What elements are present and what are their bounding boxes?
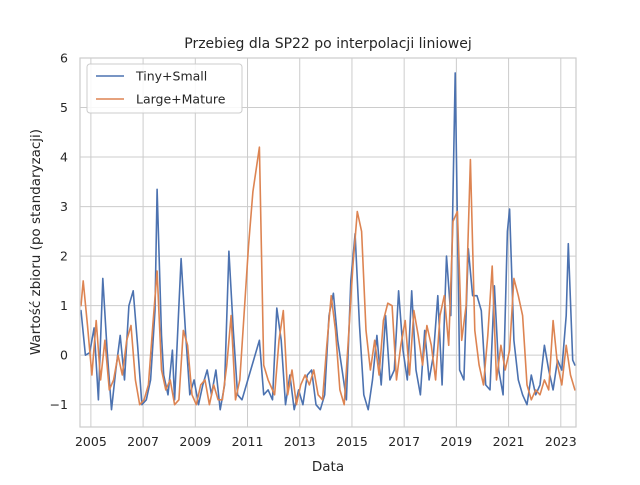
- legend: Tiny+Small Large+Mature: [86, 63, 243, 114]
- x-axis-ticks: 2005 2007 2009 2011 2013 2015 2017 2019 2021 2023: [75, 434, 577, 449]
- x-axis-label: Data: [312, 459, 344, 475]
- x-tick-label: 2021: [493, 434, 525, 449]
- x-tick-label: 2011: [232, 434, 264, 449]
- y-tick-label: 5: [60, 100, 68, 115]
- x-tick-label: 2015: [336, 434, 368, 449]
- series-lines: [80, 72, 576, 411]
- series-line-large-mature: [80, 146, 576, 406]
- x-tick-label: 2007: [127, 434, 159, 449]
- y-tick-label: 6: [60, 51, 68, 66]
- y-tick-label: 4: [60, 150, 68, 165]
- y-axis-label: Wartość zbioru (po standaryzacji): [28, 129, 44, 355]
- y-tick-label: 0: [60, 348, 68, 363]
- x-tick-label: 2019: [440, 434, 472, 449]
- y-tick-label: 3: [60, 199, 68, 214]
- x-tick-label: 2023: [545, 434, 577, 449]
- x-tick-label: 2009: [179, 434, 211, 449]
- y-tick-label: −1: [50, 397, 68, 412]
- legend-box: [86, 63, 243, 114]
- y-axis-ticks: −1 0 1 2 3 4 5 6: [50, 51, 68, 413]
- legend-label-tiny-small: Tiny+Small: [135, 69, 207, 84]
- series-line-tiny-small: [80, 72, 576, 411]
- x-tick-label: 2017: [388, 434, 420, 449]
- y-tick-label: 2: [60, 249, 68, 264]
- legend-label-large-mature: Large+Mature: [136, 92, 226, 107]
- chart-title: Przebieg dla SP22 po interpolacji liniow…: [184, 36, 471, 52]
- plot-frame: [79, 57, 577, 428]
- y-tick-label: 1: [60, 298, 68, 313]
- x-tick-label: 2005: [75, 434, 107, 449]
- x-tick-label: 2013: [284, 434, 316, 449]
